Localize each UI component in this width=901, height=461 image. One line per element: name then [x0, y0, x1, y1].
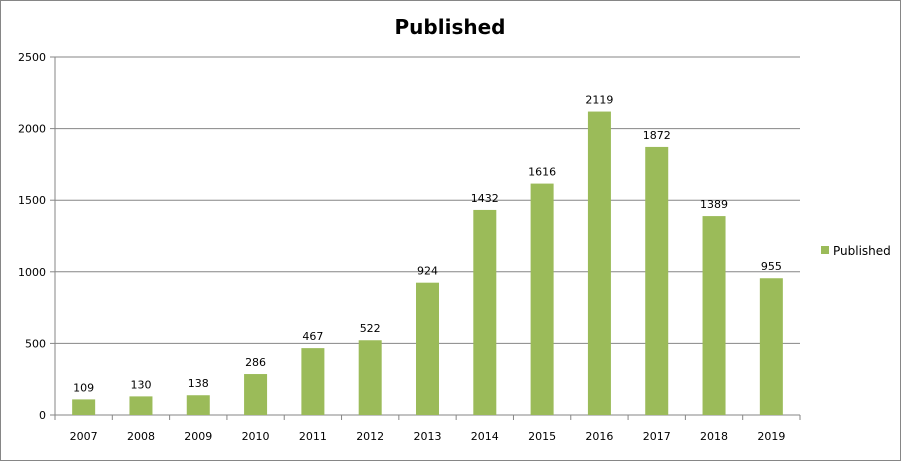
x-tick-label: 2014 — [471, 430, 499, 443]
y-tick-label: 1500 — [18, 194, 46, 207]
data-label-2014: 1432 — [471, 192, 499, 205]
bar-2014 — [473, 209, 497, 415]
bar-2012 — [358, 340, 382, 415]
bar-2011 — [301, 348, 325, 415]
x-tick-label: 2016 — [585, 430, 613, 443]
y-tick-label: 2000 — [18, 123, 46, 136]
data-label-2010: 286 — [245, 356, 266, 369]
bar-2017 — [645, 146, 669, 415]
x-tick-labels: 2007 2008 2009 2010 2011 2012 2013 2014 2015 2016… — [70, 430, 786, 443]
bar-2019 — [759, 278, 783, 415]
data-label-2007: 109 — [73, 381, 94, 394]
x-tick-label: 2010 — [242, 430, 270, 443]
x-tick-label: 2013 — [414, 430, 442, 443]
x-tick-label: 2011 — [299, 430, 327, 443]
legend: Published — [821, 244, 891, 258]
y-tick-label: 2500 — [18, 51, 46, 64]
bar-2009 — [186, 395, 210, 415]
data-label-2009: 138 — [188, 377, 209, 390]
x-tick-label: 2019 — [757, 430, 785, 443]
y-tick-label: 500 — [25, 337, 46, 350]
bar-2013 — [416, 282, 439, 415]
data-label-2012: 522 — [360, 322, 381, 335]
data-labels: 109 130 138 286 467 522 924 1432 1616 2119 1872 138… — [73, 94, 782, 395]
y-tick-labels: 0 500 1000 1500 2000 2500 — [18, 51, 46, 422]
data-label-2017: 1872 — [643, 129, 671, 142]
data-label-2015: 1616 — [528, 166, 556, 179]
data-label-2016: 2119 — [585, 94, 613, 107]
x-tick-label: 2009 — [184, 430, 212, 443]
bar-2018 — [702, 216, 726, 415]
bar-2010 — [244, 374, 268, 415]
gridlines — [55, 56, 800, 344]
x-tick-label: 2008 — [127, 430, 155, 443]
x-tick-label: 2007 — [70, 430, 98, 443]
y-tick-label: 0 — [39, 409, 46, 422]
y-tick-label: 1000 — [18, 266, 46, 279]
data-label-2013: 924 — [417, 265, 438, 278]
x-tick-label: 2012 — [356, 430, 384, 443]
data-label-2018: 1389 — [700, 198, 728, 211]
bar-2008 — [129, 396, 153, 415]
legend-swatch — [821, 246, 829, 254]
data-label-2019: 955 — [761, 260, 782, 273]
data-label-2008: 130 — [130, 378, 151, 391]
bars — [72, 111, 783, 415]
x-tick-label: 2015 — [528, 430, 556, 443]
x-tick-label: 2018 — [700, 430, 728, 443]
legend-label: Published — [833, 244, 891, 258]
bar-2007 — [72, 399, 96, 415]
bar-2015 — [530, 183, 554, 415]
bar-2016 — [587, 111, 611, 415]
chart-title: Published — [395, 15, 506, 39]
x-tick-label: 2017 — [643, 430, 671, 443]
data-label-2011: 467 — [302, 330, 323, 343]
